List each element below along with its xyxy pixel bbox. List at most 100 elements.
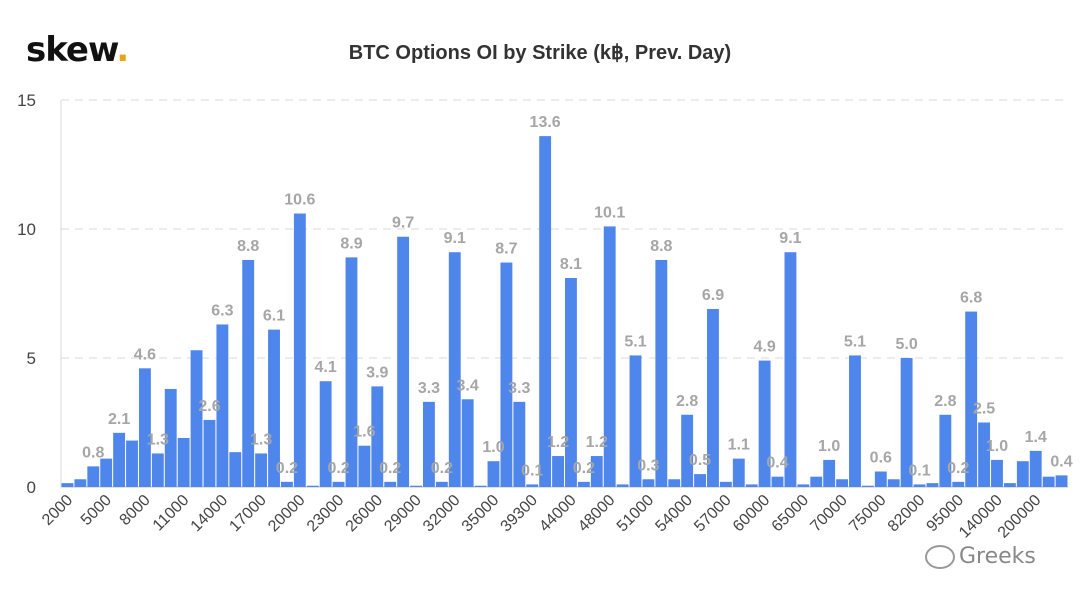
bar	[758, 360, 771, 487]
x-tick-label: 26000	[343, 492, 387, 536]
bar	[771, 476, 784, 487]
bar	[423, 401, 435, 487]
bar	[913, 484, 926, 487]
data-label: 3.3	[508, 380, 530, 397]
data-label: 0.2	[947, 460, 969, 477]
chart-title: BTC Options OI by Strike (k฿, Prev. Day)	[348, 42, 732, 64]
bar	[642, 479, 655, 487]
data-label: 0.2	[276, 460, 298, 477]
bar	[203, 419, 216, 487]
bar	[719, 481, 732, 487]
bar	[887, 479, 900, 487]
gridlines	[60, 99, 1068, 488]
bar	[293, 213, 306, 487]
y-axis-ticks: 0 5 10 15	[17, 91, 36, 497]
bar	[784, 252, 797, 487]
data-label: 9.1	[444, 230, 466, 247]
x-tick-label: 57000	[691, 492, 735, 536]
bar	[603, 226, 616, 488]
bars	[61, 136, 1068, 488]
bar	[280, 481, 293, 487]
bar	[849, 355, 861, 487]
data-label: 0.2	[327, 460, 349, 477]
bar	[1055, 475, 1068, 487]
bar	[707, 308, 719, 487]
bar	[874, 471, 887, 487]
x-tick-label: 39300	[498, 492, 542, 536]
bar	[539, 136, 552, 487]
bar	[978, 422, 991, 487]
bar	[526, 484, 539, 487]
data-label: 0.8	[82, 444, 104, 461]
x-tick-label: 200000	[995, 492, 1045, 542]
bar	[991, 459, 1003, 487]
bar	[1003, 483, 1016, 487]
data-label: 9.1	[779, 230, 801, 247]
data-label: 9.7	[392, 215, 414, 232]
y-tick-label: 0	[27, 478, 36, 497]
x-tick-label: 32000	[420, 492, 464, 536]
bar	[448, 252, 461, 487]
data-label: 1.0	[986, 438, 1008, 455]
bar	[74, 479, 87, 487]
data-label: 8.8	[237, 238, 259, 255]
data-label: 4.6	[134, 346, 156, 363]
data-label: 2.1	[108, 411, 130, 428]
bar	[268, 329, 280, 487]
bar	[190, 350, 203, 487]
data-label: 10.1	[594, 204, 625, 221]
bar	[61, 483, 74, 487]
bar	[397, 236, 410, 487]
bar	[487, 461, 500, 487]
x-tick-label: 2000	[39, 492, 76, 529]
bar	[926, 483, 939, 487]
bar	[694, 474, 706, 487]
bar	[797, 484, 810, 487]
x-tick-label: 60000	[730, 492, 774, 536]
data-label: 4.9	[753, 339, 775, 356]
data-label: 10.6	[284, 192, 315, 209]
data-label: 3.9	[366, 364, 388, 381]
data-label: 1.6	[353, 424, 375, 441]
data-label: 13.6	[530, 114, 561, 131]
bar	[513, 401, 526, 487]
data-label: 8.7	[495, 241, 517, 258]
bar	[952, 481, 965, 487]
x-tick-label: 8000	[117, 492, 154, 529]
bar	[255, 453, 268, 487]
y-tick-label: 15	[17, 91, 36, 110]
data-label: 4.1	[315, 359, 337, 376]
bar	[138, 368, 151, 487]
x-tick-label: 35000	[459, 492, 503, 536]
bar	[861, 485, 874, 487]
data-label: 1.3	[147, 431, 169, 448]
bar	[229, 452, 242, 487]
bar	[810, 476, 823, 487]
bar	[100, 458, 113, 487]
bar	[577, 481, 590, 487]
data-label: 0.2	[431, 460, 453, 477]
bar	[345, 257, 358, 487]
bar	[823, 459, 836, 487]
data-label: 8.8	[650, 238, 672, 255]
data-label: 1.2	[547, 434, 569, 451]
bar	[655, 259, 668, 487]
bar	[1029, 450, 1042, 487]
data-label: 1.4	[1025, 429, 1047, 446]
bar	[616, 484, 629, 487]
data-label: 0.4	[766, 455, 788, 472]
data-label: 2.8	[934, 393, 956, 410]
data-label: 8.9	[340, 235, 362, 252]
data-label: 1.0	[818, 438, 840, 455]
bar	[681, 414, 694, 487]
bar	[384, 481, 397, 487]
data-label: 6.8	[960, 290, 982, 307]
data-label: 2.5	[973, 401, 995, 418]
data-label: 1.0	[482, 439, 504, 456]
bar	[410, 485, 422, 487]
data-label: 8.1	[560, 256, 582, 273]
bar	[371, 386, 384, 487]
bar	[565, 278, 577, 487]
data-label: 1.3	[250, 431, 272, 448]
